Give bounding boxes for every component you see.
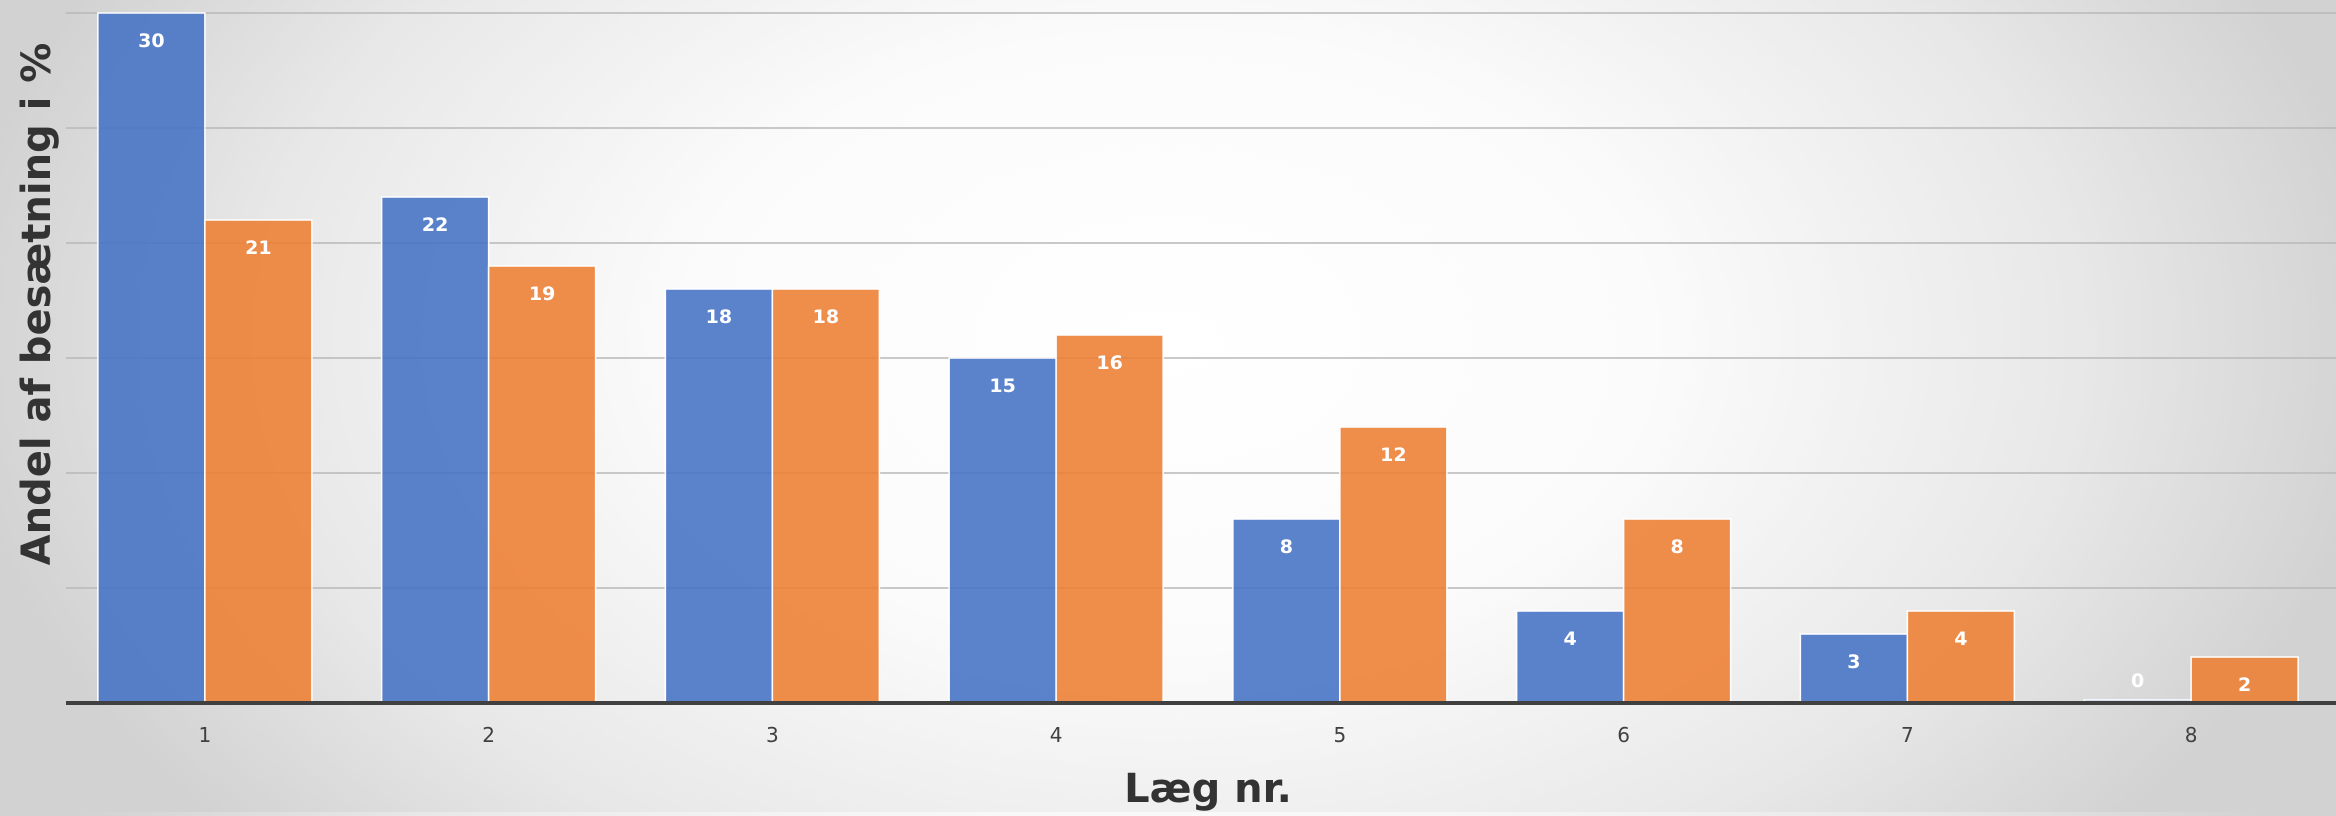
data-label: 16 bbox=[1096, 352, 1122, 374]
data-labels-group: 30 21 22 19 18 18 15 16 8 12 4 8 3 4 0 2 bbox=[138, 30, 2251, 696]
data-label: 8 bbox=[1280, 536, 1293, 558]
bar-series-2-cat-7 bbox=[1906, 610, 2016, 704]
bar-series-2-cat-4 bbox=[1055, 334, 1164, 704]
data-label: 22 bbox=[422, 214, 448, 236]
bar-series-1-cat-1 bbox=[97, 12, 206, 704]
x-tick-label: 2 bbox=[482, 723, 495, 747]
x-tick-label: 4 bbox=[1050, 723, 1063, 747]
x-tick-label: 5 bbox=[1334, 723, 1347, 747]
x-tick-label: 3 bbox=[766, 723, 779, 747]
x-tick-label: 7 bbox=[1901, 723, 1914, 747]
x-axis-title: Læg nr. bbox=[1124, 766, 1292, 812]
x-tick-label: 1 bbox=[199, 723, 212, 747]
bar-series-2-cat-2 bbox=[487, 265, 597, 704]
data-label: 18 bbox=[706, 306, 732, 328]
bar-series-2-cat-1 bbox=[204, 219, 313, 704]
data-label: 4 bbox=[1954, 628, 1967, 650]
data-label: 12 bbox=[1380, 444, 1406, 466]
x-tick-label: 6 bbox=[1617, 723, 1630, 747]
bars-group bbox=[97, 12, 2299, 704]
x-tick-label: 8 bbox=[2185, 723, 2198, 747]
data-label: 21 bbox=[245, 237, 271, 259]
bar-series-2-cat-6 bbox=[1622, 518, 1732, 704]
bar-series-1-cat-3 bbox=[664, 288, 774, 704]
bar-series-2-cat-3 bbox=[771, 288, 881, 704]
bar-series-1-cat-7 bbox=[1799, 633, 1909, 704]
data-label: 0 bbox=[2131, 670, 2144, 692]
bar-series-1-cat-2 bbox=[380, 196, 490, 704]
data-label: 3 bbox=[1847, 651, 1860, 673]
data-label: 30 bbox=[138, 30, 164, 52]
data-label: 8 bbox=[1671, 536, 1684, 558]
data-label: 2 bbox=[2238, 674, 2251, 696]
data-label: 18 bbox=[813, 306, 839, 328]
x-tick-labels: 1 2 3 4 5 6 7 8 bbox=[199, 723, 2198, 747]
data-label: 4 bbox=[1564, 628, 1577, 650]
bar-series-1-cat-4 bbox=[948, 357, 1057, 704]
data-label: 19 bbox=[529, 283, 555, 305]
data-label: 15 bbox=[989, 375, 1015, 397]
bar-series-1-cat-6 bbox=[1515, 610, 1625, 704]
y-axis-title: Andel af besætning i % bbox=[14, 43, 60, 566]
bar-series-2-cat-5 bbox=[1339, 426, 1448, 704]
